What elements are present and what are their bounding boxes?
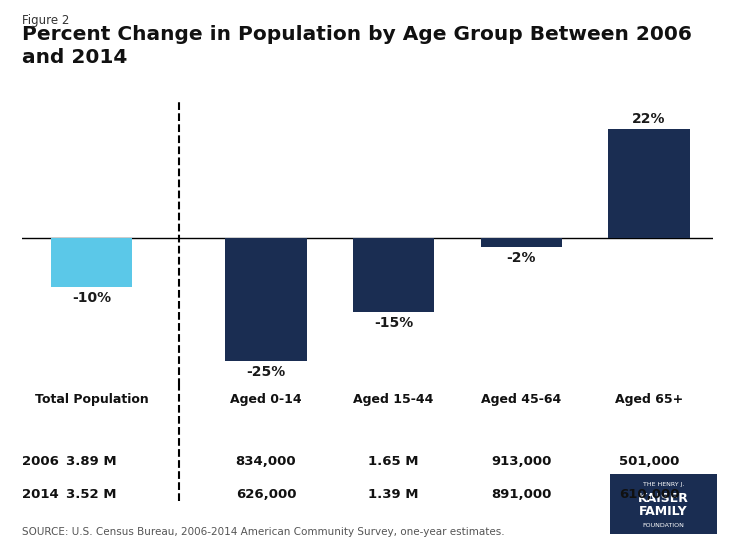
Text: 626,000: 626,000 [236, 488, 296, 501]
Text: THE HENRY J.: THE HENRY J. [642, 482, 684, 487]
Text: KAISER: KAISER [638, 491, 689, 505]
Text: -15%: -15% [374, 316, 413, 329]
Bar [51, 237, 132, 287]
Text: 834,000: 834,000 [236, 455, 296, 468]
Bar [609, 129, 689, 237]
Text: 3.52 M: 3.52 M [66, 488, 117, 501]
Text: 3.89 M: 3.89 M [66, 455, 117, 468]
Text: SOURCE: U.S. Census Bureau, 2006-2014 American Community Survey, one-year estima: SOURCE: U.S. Census Bureau, 2006-2014 Am… [22, 527, 505, 537]
Text: 1.39 M: 1.39 M [368, 488, 419, 501]
Text: Percent Change in Population by Age Group Between 2006
and 2014: Percent Change in Population by Age Grou… [22, 25, 692, 67]
Text: Total Population: Total Population [35, 393, 148, 406]
Text: -2%: -2% [506, 251, 536, 266]
Text: Aged 15-44: Aged 15-44 [354, 393, 434, 406]
Text: Aged 45-64: Aged 45-64 [481, 393, 562, 406]
Text: 501,000: 501,000 [619, 455, 679, 468]
Bar [353, 237, 434, 312]
Text: Aged 0-14: Aged 0-14 [230, 393, 301, 406]
Text: FAMILY: FAMILY [639, 505, 688, 518]
Text: Aged 65+: Aged 65+ [615, 393, 684, 406]
Text: -25%: -25% [246, 365, 285, 379]
Text: 913,000: 913,000 [491, 455, 551, 468]
Text: FOUNDATION: FOUNDATION [642, 523, 684, 528]
Bar [225, 237, 306, 361]
Text: 891,000: 891,000 [491, 488, 551, 501]
Text: 22%: 22% [632, 112, 666, 126]
Text: 2014: 2014 [22, 488, 59, 501]
Bar [481, 237, 562, 247]
Text: -10%: -10% [72, 291, 111, 305]
Text: 2006: 2006 [22, 455, 59, 468]
Text: 610,000: 610,000 [619, 488, 679, 501]
Text: Figure 2: Figure 2 [22, 14, 69, 27]
Text: 1.65 M: 1.65 M [368, 455, 419, 468]
